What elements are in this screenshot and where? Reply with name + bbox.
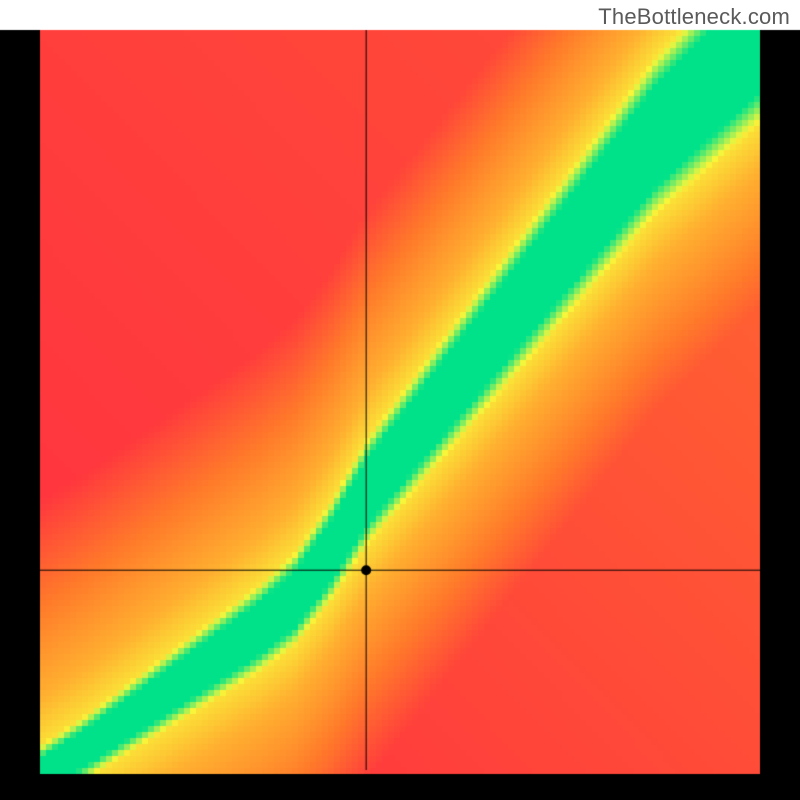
- watermark-text: TheBottleneck.com: [598, 4, 790, 30]
- heatmap-canvas: [0, 0, 800, 800]
- chart-container: TheBottleneck.com: [0, 0, 800, 800]
